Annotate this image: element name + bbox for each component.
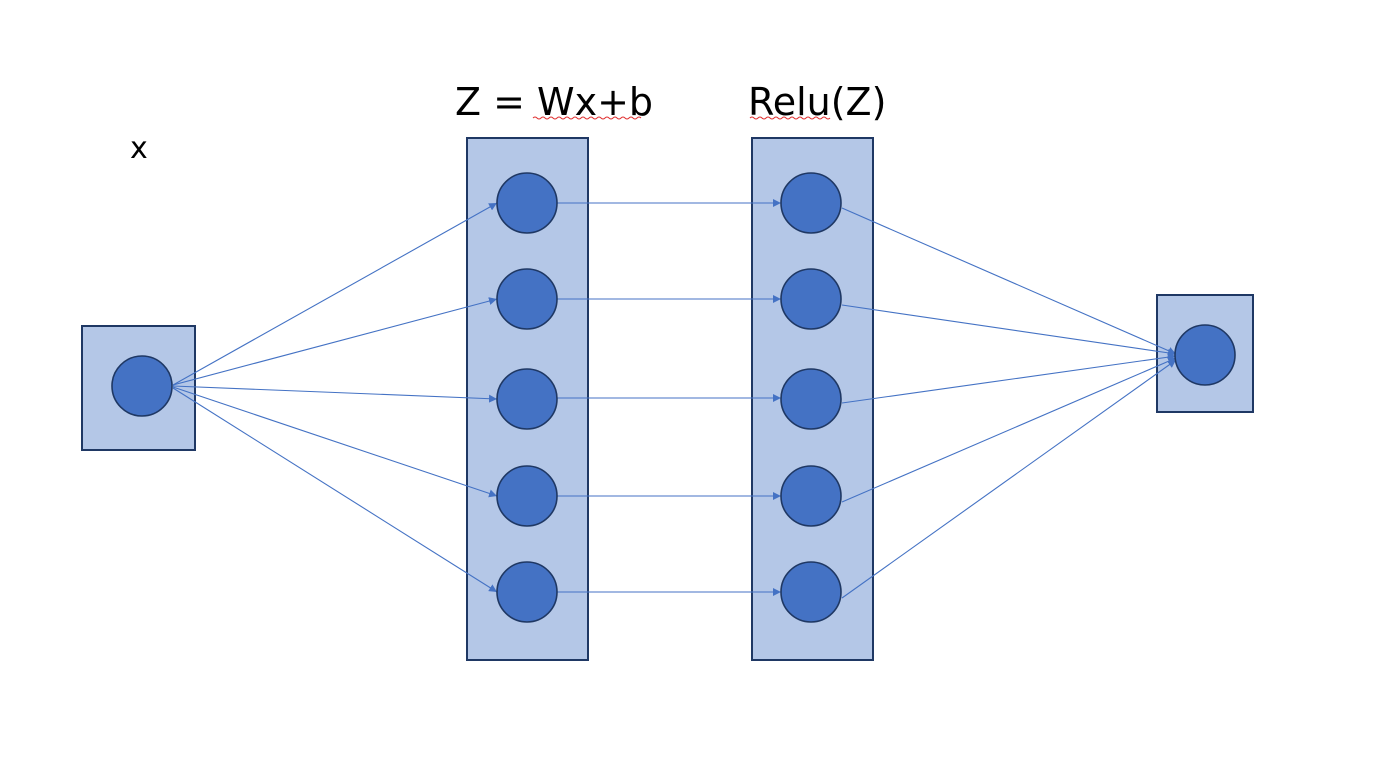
- activation-node-3: [780, 368, 842, 430]
- linear-node-1: [496, 172, 558, 234]
- linear-layer-label: Z = Wx+b: [455, 80, 653, 124]
- edges-linear-to-activation: [557, 199, 781, 596]
- activation-node-4: [780, 465, 842, 527]
- linear-node-3: [496, 368, 558, 430]
- edges-activation-to-output: [841, 207, 1177, 599]
- edge-input-linear-5: [172, 387, 498, 593]
- edge-activation-output-5: [841, 359, 1177, 599]
- edges-input-to-linear: [172, 202, 498, 593]
- edge-activation-output-4: [841, 357, 1177, 503]
- activation-layer-nodes: [780, 172, 842, 623]
- spellcheck-underline-linear: [532, 116, 642, 120]
- linear-node-5: [496, 561, 558, 623]
- linear-layer-nodes: [496, 172, 558, 623]
- spellcheck-underline-activation: [749, 116, 831, 120]
- activation-layer-label: Relu(Z): [748, 80, 886, 124]
- input-node: [111, 355, 173, 417]
- linear-node-4: [496, 465, 558, 527]
- edge-activation-output-1: [841, 207, 1177, 355]
- activation-node-5: [780, 561, 842, 623]
- activation-node-1: [780, 172, 842, 234]
- output-node: [1174, 324, 1236, 386]
- activation-node-2: [780, 268, 842, 330]
- edge-activation-output-2: [841, 304, 1177, 357]
- input-label: x: [130, 131, 148, 166]
- linear-node-2: [496, 268, 558, 330]
- edge-input-linear-2: [172, 297, 498, 386]
- edge-input-linear-3: [172, 385, 498, 403]
- edge-activation-output-3: [841, 353, 1177, 404]
- edge-input-linear-4: [172, 386, 498, 498]
- edge-input-linear-1: [172, 202, 498, 386]
